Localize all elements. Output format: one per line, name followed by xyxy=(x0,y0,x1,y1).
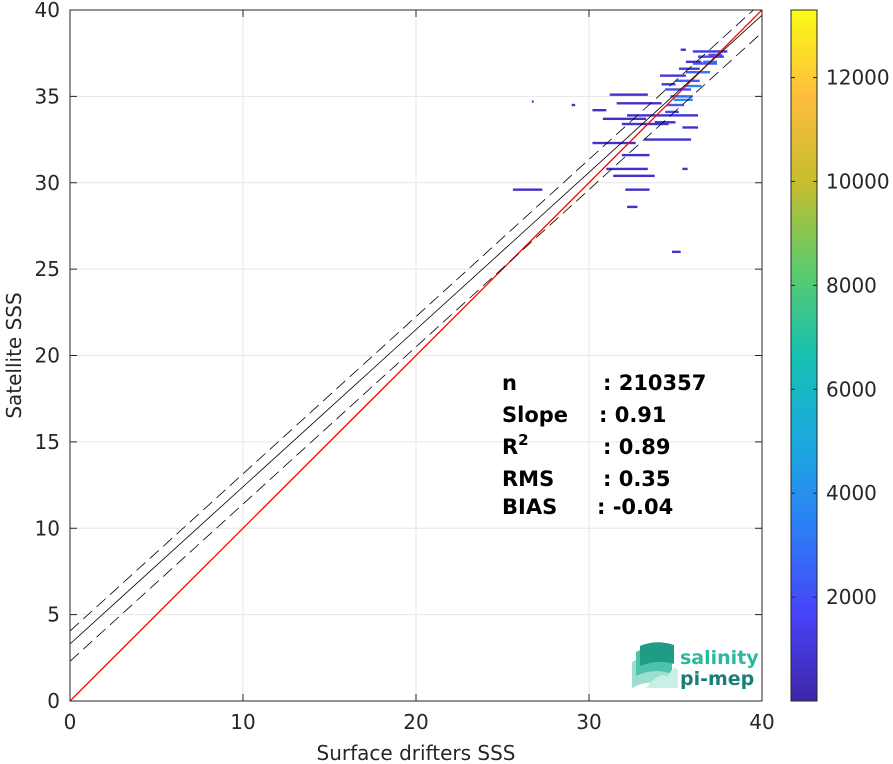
salinity-pimep-logo: salinity pi-mep xyxy=(632,642,759,690)
identity-line xyxy=(70,10,762,701)
y-tick-label: 20 xyxy=(35,344,60,368)
y-axis-title: Satellite SSS xyxy=(2,292,26,418)
density-cell xyxy=(627,205,638,209)
colorbar-tick-label: 2000 xyxy=(826,585,877,609)
density-cell xyxy=(673,98,693,102)
y-tick-label: 35 xyxy=(35,84,60,108)
colorbar-tick-label: 4000 xyxy=(826,481,877,505)
density-cell xyxy=(654,121,676,124)
density-cell xyxy=(621,153,650,157)
density-cell xyxy=(602,117,647,121)
density-cell xyxy=(609,93,648,96)
stat-label: RMS xyxy=(502,467,554,491)
density-cell xyxy=(665,110,679,114)
density-cell xyxy=(708,53,723,57)
density-cell xyxy=(571,103,576,107)
colorbar-tick-label: 8000 xyxy=(826,273,877,297)
y-tick-label: 30 xyxy=(35,171,60,195)
stat-superscript: 2 xyxy=(518,431,528,449)
density-cell xyxy=(682,167,688,171)
stat-value: : 210357 xyxy=(603,371,706,395)
stat-label: BIAS xyxy=(502,495,557,519)
density-cell xyxy=(675,79,700,83)
density-cell xyxy=(625,188,650,191)
density-cell xyxy=(666,103,685,107)
x-tick-label: 10 xyxy=(230,710,255,734)
density-cell xyxy=(661,83,676,86)
x-tick-label: 30 xyxy=(576,710,601,734)
stat-value: : -0.04 xyxy=(597,495,673,519)
axis-ticks: 0 10 20 30 40 0 5 10 15 20 25 30 35 40 xyxy=(35,0,775,734)
stat-label: R2 xyxy=(502,431,529,459)
density-cell xyxy=(670,95,693,98)
density-cell xyxy=(512,188,543,191)
colorbar-tick-label: 6000 xyxy=(826,377,877,401)
stat-value: : 0.35 xyxy=(603,467,671,491)
logo-line1: salinity xyxy=(680,647,759,669)
density-cell xyxy=(592,141,636,145)
y-tick-label: 10 xyxy=(35,516,60,540)
colorbar-tick-label: 10000 xyxy=(826,169,890,193)
colorbar-ticks: 2000 4000 6000 8000 10000 12000 xyxy=(791,66,890,609)
colorbar xyxy=(790,9,818,702)
density-cell xyxy=(684,84,702,88)
density-cell xyxy=(696,70,711,74)
y-tick-label: 15 xyxy=(35,430,60,454)
x-axis-title: Surface drifters SSS xyxy=(317,741,516,764)
density-cell xyxy=(616,102,662,105)
lower-bound-line xyxy=(70,32,762,662)
colorbar-tick-label: 12000 xyxy=(826,66,890,90)
density-cell xyxy=(665,88,692,91)
regression-line xyxy=(70,14,762,645)
density-cell xyxy=(621,122,669,126)
x-tick-label: 20 xyxy=(403,710,428,734)
density-cell xyxy=(680,48,686,51)
density-cell xyxy=(685,60,702,64)
density-cell xyxy=(692,50,728,53)
density-cell xyxy=(697,55,724,58)
density-cell xyxy=(627,114,698,117)
density-cell xyxy=(606,167,648,171)
logo-line2: pi-mep xyxy=(680,668,754,690)
density-cell xyxy=(613,174,655,178)
density-cell xyxy=(592,108,607,112)
x-tick-label: 0 xyxy=(64,710,77,734)
stat-value: : 0.89 xyxy=(603,435,671,459)
stat-value: : 0.91 xyxy=(599,403,667,427)
density-cell xyxy=(682,126,698,129)
density-cell xyxy=(692,62,718,65)
density-cell xyxy=(644,138,692,141)
x-tick-label: 40 xyxy=(749,710,774,734)
stat-label: n xyxy=(502,371,517,395)
y-tick-label: 40 xyxy=(35,0,60,22)
stat-label: Slope xyxy=(502,403,568,427)
density-cell xyxy=(672,250,681,254)
fit-lines xyxy=(70,10,762,701)
y-tick-label: 25 xyxy=(35,257,60,281)
upper-bound-line xyxy=(70,10,755,632)
wave-stack-icon xyxy=(632,642,678,688)
y-tick-label: 0 xyxy=(47,689,60,713)
density-cell xyxy=(659,74,686,77)
y-tick-label: 5 xyxy=(47,603,60,627)
stats-block: n : 210357 Slope : 0.91 R2 : 0.89 RMS : 0.35 BIA… xyxy=(502,371,706,519)
density-histogram xyxy=(512,48,728,254)
density-cell xyxy=(531,100,534,103)
